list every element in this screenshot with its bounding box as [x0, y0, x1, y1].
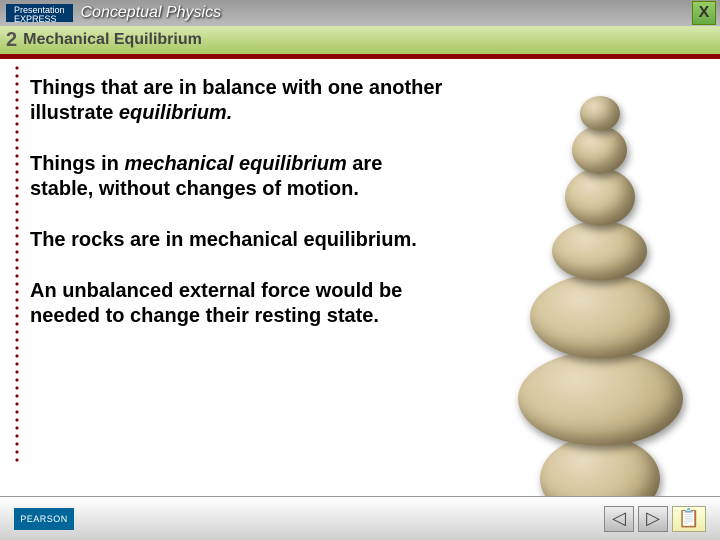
paragraph-3: The rocks are in mechanical equilibrium.	[30, 228, 450, 253]
paragraph-4: An unbalanced external force would be ne…	[30, 279, 450, 329]
emphasis: equilibrium.	[119, 102, 232, 124]
rock	[530, 274, 670, 359]
chapter-number: 2	[6, 29, 17, 52]
rock	[580, 96, 620, 131]
footer-bar: PEARSON ◁ ▷ 📋	[0, 496, 720, 540]
slide-content: Things that are in balance with one anot…	[0, 56, 720, 486]
rock	[572, 126, 627, 174]
arrow-right-icon: ▷	[646, 508, 660, 529]
paragraph-2: Things in mechanical equilibrium are sta…	[30, 152, 450, 202]
brand-bottom: EXPRESS	[14, 15, 65, 24]
pearson-logo: PEARSON	[14, 508, 74, 530]
rock	[552, 221, 647, 281]
rock	[518, 351, 683, 446]
chapter-title: Mechanical Equilibrium	[23, 31, 202, 49]
paragraph-1: Things that are in balance with one anot…	[30, 76, 450, 126]
emphasis: mechanical equilibrium	[124, 153, 346, 175]
stacked-rocks-image	[510, 96, 690, 526]
book-title: Conceptual Physics	[81, 4, 222, 22]
text: Things in	[30, 153, 124, 175]
close-button[interactable]: X	[692, 1, 716, 25]
chapter-header: 2 Mechanical Equilibrium	[0, 26, 720, 56]
notes-button[interactable]: 📋	[672, 506, 706, 532]
top-bar: Presentation EXPRESS Conceptual Physics …	[0, 0, 720, 26]
rock	[565, 168, 635, 226]
presentation-express-badge: Presentation EXPRESS	[6, 4, 73, 22]
nav-controls: ◁ ▷ 📋	[604, 506, 706, 532]
notes-icon: 📋	[678, 508, 700, 529]
close-icon: X	[699, 4, 710, 22]
next-button[interactable]: ▷	[638, 506, 668, 532]
prev-button[interactable]: ◁	[604, 506, 634, 532]
arrow-left-icon: ◁	[612, 508, 626, 529]
brand-area: Presentation EXPRESS Conceptual Physics	[0, 4, 221, 22]
text: Things that are in balance with one anot…	[30, 77, 442, 124]
